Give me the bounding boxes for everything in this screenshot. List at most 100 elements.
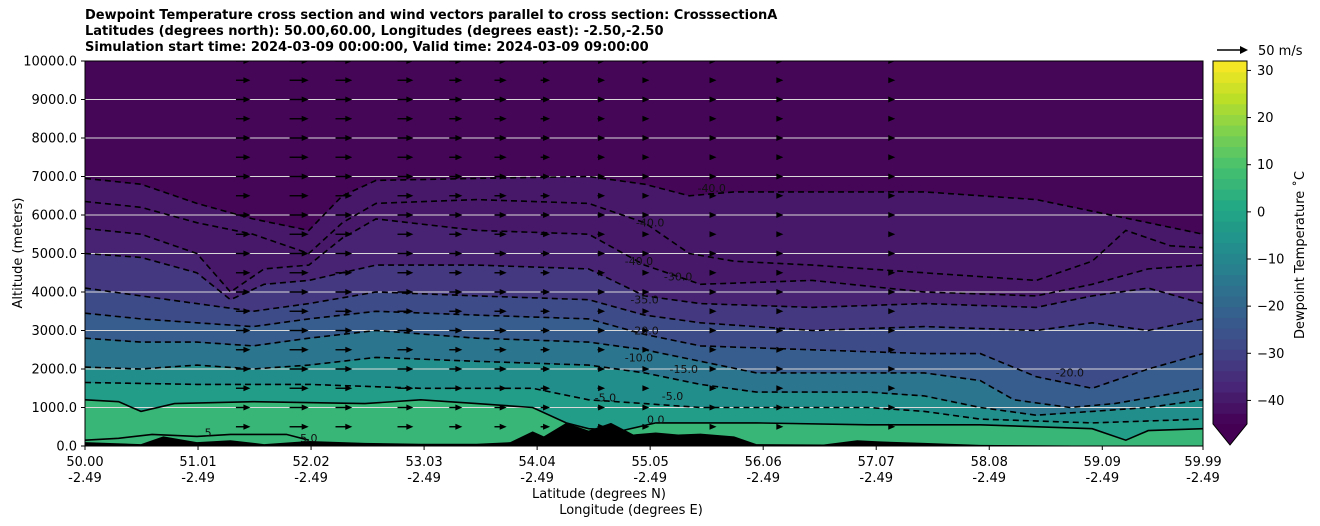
x-tick-label-lat-4: 54.04 xyxy=(519,455,556,470)
wind-vector-head-0-15 xyxy=(243,135,251,141)
wind-vector-head-0-2 xyxy=(243,385,251,392)
wind-vector-head-8-3 xyxy=(642,366,650,372)
wind-vector-head-2-1 xyxy=(345,404,353,411)
chart-title-line-3: Simulation start time: 2024-03-09 00:00:… xyxy=(85,40,649,55)
wind-vector-head-7-12 xyxy=(598,192,606,199)
y-tick-label-10: 10000.0 xyxy=(23,55,77,70)
wind-vector-head-7-15 xyxy=(598,135,606,141)
wind-vector-head-5-15 xyxy=(499,135,507,141)
x-tick-label-lon-7: -2.49 xyxy=(859,471,893,486)
wind-vector-head-7-6 xyxy=(598,308,606,315)
wind-vector-head-0-16 xyxy=(243,115,251,122)
wind-vector-head-10-8 xyxy=(776,269,784,276)
wind-vector-head-8-14 xyxy=(642,154,650,161)
wind-vector-head-0-11 xyxy=(243,212,251,218)
wind-vector-head-9-19 xyxy=(709,61,717,64)
wind-vector-head-4-15 xyxy=(455,135,463,141)
wind-vector-head-2-13 xyxy=(345,173,353,180)
wind-vector-head-2-3 xyxy=(345,366,353,372)
contour-label-7: -15.0 xyxy=(669,363,697,376)
wind-vector-head-1-16 xyxy=(301,115,309,122)
colorbar-step-12 xyxy=(1213,285,1247,297)
wind-vector-head-5-5 xyxy=(499,327,507,334)
wind-vector-head-9-12 xyxy=(709,192,717,199)
colorbar-step-1 xyxy=(1213,402,1247,414)
contour-label-1: -40.0 xyxy=(636,217,664,230)
wind-vector-head-2-15 xyxy=(345,135,353,141)
contour-label-8: -20.0 xyxy=(1056,367,1084,380)
contour-label-9: -5.0 xyxy=(595,392,616,405)
contour-line-10 xyxy=(85,433,310,441)
wind-vector-head-2-12 xyxy=(345,192,353,199)
wind-vector-head-4-10 xyxy=(455,231,463,238)
fill-band-9 xyxy=(85,176,1203,281)
wind-vector-head-10-7 xyxy=(776,289,784,295)
wind-vector-head-5-12 xyxy=(499,192,507,199)
wind-vector-head-11-2 xyxy=(888,385,896,392)
wind-vector-head-7-11 xyxy=(598,212,606,218)
wind-vector-head-6-10 xyxy=(543,231,551,238)
wind-vector-head-1-18 xyxy=(301,77,309,84)
colorbar-step-0 xyxy=(1213,413,1247,425)
y-tick-label-5: 5000.0 xyxy=(32,247,78,262)
y-tick-label-3: 3000.0 xyxy=(32,324,78,339)
wind-vector-head-3-4 xyxy=(406,346,414,353)
wind-vector-head-4-14 xyxy=(455,154,463,161)
wind-vector-head-11-16 xyxy=(888,115,896,122)
colorbar-tick-label-0: −40 xyxy=(1257,394,1284,409)
wind-vector-head-11-6 xyxy=(888,308,896,315)
wind-vector-head-6-5 xyxy=(543,327,551,334)
wind-vector-head-6-3 xyxy=(543,366,551,372)
wind-vector-head-9-4 xyxy=(709,346,717,353)
wind-vector-head-1-15 xyxy=(301,135,309,141)
colorbar-tick-label-3: −10 xyxy=(1257,253,1284,268)
wind-vector-head-8-12 xyxy=(642,192,650,199)
contour-label-12: 5 xyxy=(205,426,212,439)
contour-line-4 xyxy=(85,287,1203,332)
wind-vector-head-10-5 xyxy=(776,327,784,334)
wind-vector-head-4-7 xyxy=(455,289,463,295)
contour-line-9 xyxy=(85,398,1203,442)
wind-vector-head-0-6 xyxy=(243,308,251,315)
colorbar-step-13 xyxy=(1213,274,1247,286)
wind-vector-head-0-17 xyxy=(243,96,251,103)
wind-vector-head-3-2 xyxy=(406,385,414,392)
wind-vector-head-11-17 xyxy=(888,96,896,103)
wind-vector-head-8-13 xyxy=(642,173,650,180)
y-tick-label-6: 6000.0 xyxy=(32,209,78,224)
quiver-key-label: 50 m/s xyxy=(1258,44,1303,59)
wind-vector-head-1-6 xyxy=(301,308,309,315)
contour-line-3 xyxy=(85,252,1203,309)
wind-vector-head-0-19 xyxy=(243,61,251,64)
x-tick-label-lon-5: -2.49 xyxy=(633,471,667,486)
x-tick-label-lat-3: 53.03 xyxy=(405,455,442,470)
wind-vector-head-9-15 xyxy=(709,135,717,141)
colorbar-step-28 xyxy=(1213,114,1247,126)
wind-vector-head-7-19 xyxy=(598,61,606,64)
contour-label-13: 5.0 xyxy=(300,432,318,445)
wind-vector-head-10-19 xyxy=(776,61,784,64)
terrain xyxy=(85,422,1203,446)
wind-vector-head-11-11 xyxy=(888,212,896,218)
wind-vector-head-10-6 xyxy=(776,308,784,315)
wind-vector-head-2-19 xyxy=(345,61,353,64)
wind-vector-head-6-12 xyxy=(543,192,551,199)
contour-label-10: -5.0 xyxy=(662,390,683,403)
wind-vector-head-9-16 xyxy=(709,115,717,122)
wind-vector-head-2-2 xyxy=(345,385,353,392)
colorbar-step-29 xyxy=(1213,103,1247,115)
wind-vector-head-9-8 xyxy=(709,269,717,276)
wind-vector-head-10-2 xyxy=(776,385,784,392)
x-tick-label-lon-0: -2.49 xyxy=(68,471,102,486)
wind-vector-head-1-5 xyxy=(301,327,309,334)
wind-vector-head-0-10 xyxy=(243,231,251,238)
contour-line-5 xyxy=(85,310,1203,390)
colorbar-step-2 xyxy=(1213,391,1247,404)
wind-vector-head-11-15 xyxy=(888,135,896,141)
wind-vector-head-4-11 xyxy=(455,212,463,218)
x-tick-label-lon-2: -2.49 xyxy=(294,471,328,486)
wind-vector-head-9-10 xyxy=(709,231,717,238)
contour-label-2: -40.0 xyxy=(625,255,653,268)
colorbar-step-7 xyxy=(1213,338,1247,350)
quiver-key: 50 m/s xyxy=(1217,44,1303,59)
